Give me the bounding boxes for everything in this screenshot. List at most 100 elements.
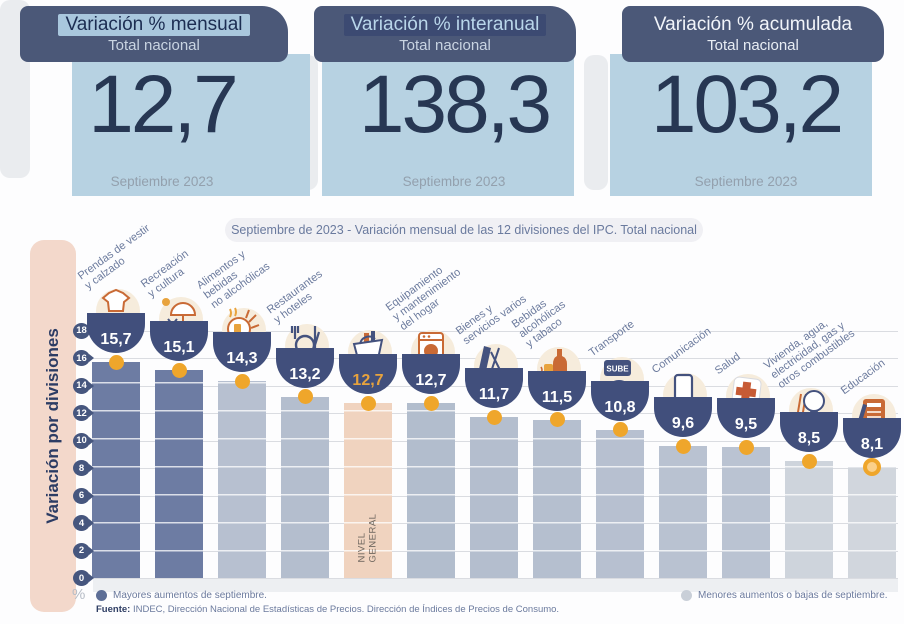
value-bowl: 11,7 — [465, 368, 523, 409]
bar-top-dot — [108, 354, 124, 370]
y-axis-unit-label: % — [72, 586, 86, 603]
division-value: 13,2 — [289, 365, 321, 383]
legend-mayores: Mayores aumentos de septiembre. — [96, 590, 267, 601]
division-value: 12,7 — [352, 372, 384, 390]
card-value-panel — [610, 54, 872, 196]
division-value: 11,7 — [478, 386, 510, 404]
division-value: 8,5 — [797, 430, 821, 448]
bar-Equipamiento y mantenimiento del hogar — [407, 403, 455, 578]
bar-Vivienda, agua, electricidad, gas y otros combustibles — [785, 461, 833, 578]
y-tick-10: 10 — [73, 432, 90, 449]
card-title: Variación % acumulada — [653, 14, 853, 36]
card-header: Variación % mensual Total nacional — [20, 6, 288, 62]
value-bowl: 9,6 — [654, 397, 712, 437]
bar-Salud — [722, 447, 770, 578]
chart-side-panel: Variación por divisiones — [30, 240, 76, 612]
card-variacion-interanual: Variación % interanual Total nacional 13… — [312, 6, 596, 196]
division-value: 15,7 — [100, 331, 132, 349]
value-bowl: 9,5 — [717, 398, 775, 439]
bar-top-dot — [171, 362, 187, 378]
bar-Bebidas alcohólicas y tabaco — [533, 419, 581, 578]
legend-menores: Menores aumentos o bajas de septiembre. — [681, 590, 888, 601]
category-label: Comunicación — [649, 325, 714, 376]
bar-top-dot — [549, 412, 565, 428]
division-value: 15,1 — [163, 339, 195, 357]
card-subtitle: Total nacional — [707, 36, 799, 54]
value-bowl: 8,1 — [843, 417, 901, 458]
card-variacion-mensual: Variación % mensual Total nacional 12,7 … — [20, 6, 310, 196]
bar-top-dot — [675, 438, 691, 454]
card-period: Septiembre 2023 — [402, 174, 506, 189]
value-bowl: 10,8 — [591, 380, 649, 421]
division-value: 10,8 — [604, 398, 636, 416]
bar-top-dot — [234, 373, 250, 389]
gridline-0 — [93, 578, 898, 579]
card-title: Variación % mensual — [58, 14, 250, 36]
bar-Prendas de vestir y calzado — [92, 362, 140, 578]
value-bowl: 8,5 — [780, 412, 838, 453]
card-subtitle: Total nacional — [108, 36, 200, 54]
value-bowl: 15,1 — [150, 321, 208, 362]
division-value: 9,5 — [734, 416, 758, 434]
value-bowl: 15,7 — [87, 313, 145, 354]
bar-Educación — [848, 466, 896, 578]
value-bowl: 13,2 — [276, 347, 334, 388]
division-value: 8,1 — [860, 435, 884, 453]
card-value: 103,2 — [650, 59, 844, 150]
category-label: Alimentos y bebidas no alcohólicas — [194, 248, 273, 312]
bar-top-dot — [863, 457, 881, 476]
bar-Comunicación — [659, 446, 707, 578]
division-value: 12,7 — [415, 372, 447, 390]
gridline-18 — [93, 330, 898, 332]
card-header: Variación % interanual Total nacional — [314, 6, 576, 62]
card-title: Variación % interanual — [343, 14, 547, 36]
bar-top-dot — [801, 453, 817, 469]
bar-top-dot — [297, 389, 313, 404]
y-tick-0: 0 — [73, 570, 90, 586]
category-label: Equipamiento y mantenimiento del hogar — [383, 264, 464, 334]
chart-side-label: Variación por divisiones — [43, 328, 62, 524]
category-label: Restaurantes y hoteles — [264, 268, 325, 327]
card-period: Septiembre 2023 — [110, 174, 214, 189]
y-tick-12: 12 — [73, 405, 90, 421]
value-bowl: 14,3 — [213, 332, 271, 373]
division-value: 14,3 — [226, 350, 258, 368]
source-label: Fuente: — [96, 604, 131, 615]
category-label: Recreación y cultura — [138, 248, 191, 301]
bar-Restaurantes y hoteles — [281, 396, 329, 578]
bar-top-dot — [612, 422, 628, 437]
legend-dot-dark — [96, 590, 107, 601]
division-value: 11,5 — [541, 388, 573, 406]
y-tick-4: 4 — [73, 515, 90, 531]
legend-label: Menores aumentos o bajas de septiembre. — [698, 590, 888, 601]
source-text: INDEC, Dirección Nacional de Estadística… — [130, 604, 560, 615]
value-bowl: 11,5 — [528, 370, 586, 411]
card-subtitle: Total nacional — [399, 36, 491, 54]
value-bowl: 12,7 — [402, 354, 460, 395]
card-value: 138,3 — [358, 59, 552, 150]
baseline-band — [93, 579, 898, 592]
background-strip-mid-2 — [584, 55, 608, 190]
card-value-panel — [322, 54, 574, 196]
bar-Recreación y cultura — [155, 370, 203, 578]
category-label: Transporte — [586, 318, 637, 360]
bar-Bienes y servicios varios — [470, 417, 518, 578]
y-tick-18: 18 — [73, 322, 90, 339]
y-tick-6: 6 — [73, 487, 90, 504]
card-value-panel — [72, 54, 310, 196]
bar-top-dot — [738, 439, 754, 455]
category-label: Educación — [838, 356, 888, 397]
bar-top-dot — [360, 395, 376, 411]
y-tick-14: 14 — [73, 377, 90, 394]
y-tick-16: 16 — [73, 350, 90, 366]
bar-Alimentos y bebidas no alcohólicas — [218, 381, 266, 578]
bar-top-dot — [486, 409, 502, 425]
value-bowl: 12,7 — [339, 354, 397, 395]
bar-Nivel general: NIVEL GENERAL — [344, 403, 392, 578]
y-tick-8: 8 — [73, 460, 90, 476]
bar-Transporte — [596, 429, 644, 578]
bar-top-dot — [423, 395, 439, 411]
legend-label: Mayores aumentos de septiembre. — [113, 590, 267, 601]
category-label: Vivienda, agua, electricidad, gas y otro… — [761, 317, 858, 392]
